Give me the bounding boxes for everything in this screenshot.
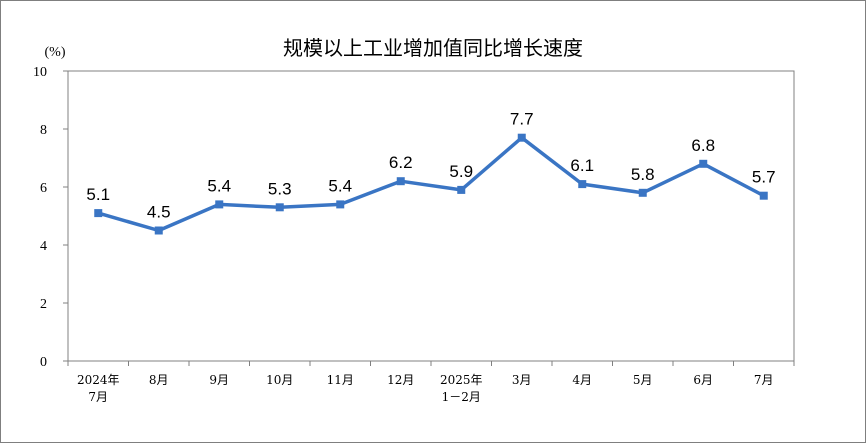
x-tick-label: 9月 — [209, 373, 229, 387]
x-tick-label: 4月 — [572, 373, 592, 387]
data-point-marker — [699, 159, 708, 168]
x-tick-label: 8月 — [149, 373, 169, 387]
data-label: 5.1 — [86, 185, 110, 204]
data-label: 5.3 — [268, 179, 292, 198]
y-tick-label: 10 — [33, 65, 47, 80]
x-tick-label: 12月 — [387, 373, 414, 387]
data-point-marker — [578, 180, 587, 189]
y-tick-label: 4 — [40, 239, 47, 254]
data-label: 7.7 — [510, 110, 534, 129]
x-tick-label: 2024年 — [77, 373, 120, 387]
data-point-marker — [336, 200, 345, 209]
x-tick-label: 7月 — [754, 373, 774, 387]
x-tick-label: 7月 — [88, 390, 108, 404]
data-point-marker — [154, 226, 163, 235]
series-group — [94, 133, 768, 235]
data-point-marker — [517, 133, 526, 142]
data-point-marker — [215, 200, 224, 209]
data-point-marker — [275, 203, 284, 212]
data-point-marker — [396, 177, 405, 186]
data-label: 5.9 — [449, 162, 473, 181]
x-tick-label: 11月 — [327, 373, 354, 387]
y-tick-label: 8 — [40, 123, 47, 138]
x-tick-label: 10月 — [266, 373, 293, 387]
data-label: 5.7 — [752, 168, 776, 187]
data-label: 6.2 — [389, 153, 413, 172]
x-axis: 2024年 7月 8月 9月 10月 11月 12月 2025年 1－2月 3月 4月 5月 6月 7月 — [67, 361, 795, 404]
series-line — [97, 135, 765, 233]
x-tick-label: 5月 — [633, 373, 653, 387]
x-tick-label: 6月 — [693, 373, 713, 387]
y-tick-label: 0 — [40, 355, 47, 370]
data-label: 5.4 — [207, 176, 231, 195]
data-label: 6.1 — [570, 156, 594, 175]
x-tick-label: 1－2月 — [442, 390, 481, 404]
y-axis-unit-label: (%) — [45, 45, 66, 60]
data-labels: 5.1 4.5 5.4 5.3 5.4 6.2 5.9 7.7 6.1 5.8 6.8 5.7 — [86, 110, 775, 222]
y-tick-label: 2 — [40, 297, 47, 312]
data-label: 6.8 — [691, 136, 715, 155]
chart-title: 规模以上工业增加值同比增长速度 — [283, 36, 583, 60]
plot-area — [67, 70, 795, 362]
x-tick-label: 2025年 — [440, 373, 483, 387]
data-point-marker — [94, 209, 103, 218]
data-label: 4.5 — [147, 203, 171, 222]
y-axis: 0 2 4 6 8 10 — [33, 65, 68, 370]
data-point-marker — [759, 191, 768, 200]
data-point-marker — [457, 185, 466, 194]
y-tick-label: 6 — [40, 181, 47, 196]
data-label: 5.4 — [328, 176, 352, 195]
x-tick-label: 3月 — [512, 373, 532, 387]
data-label: 5.8 — [631, 165, 655, 184]
data-point-marker — [638, 188, 647, 197]
